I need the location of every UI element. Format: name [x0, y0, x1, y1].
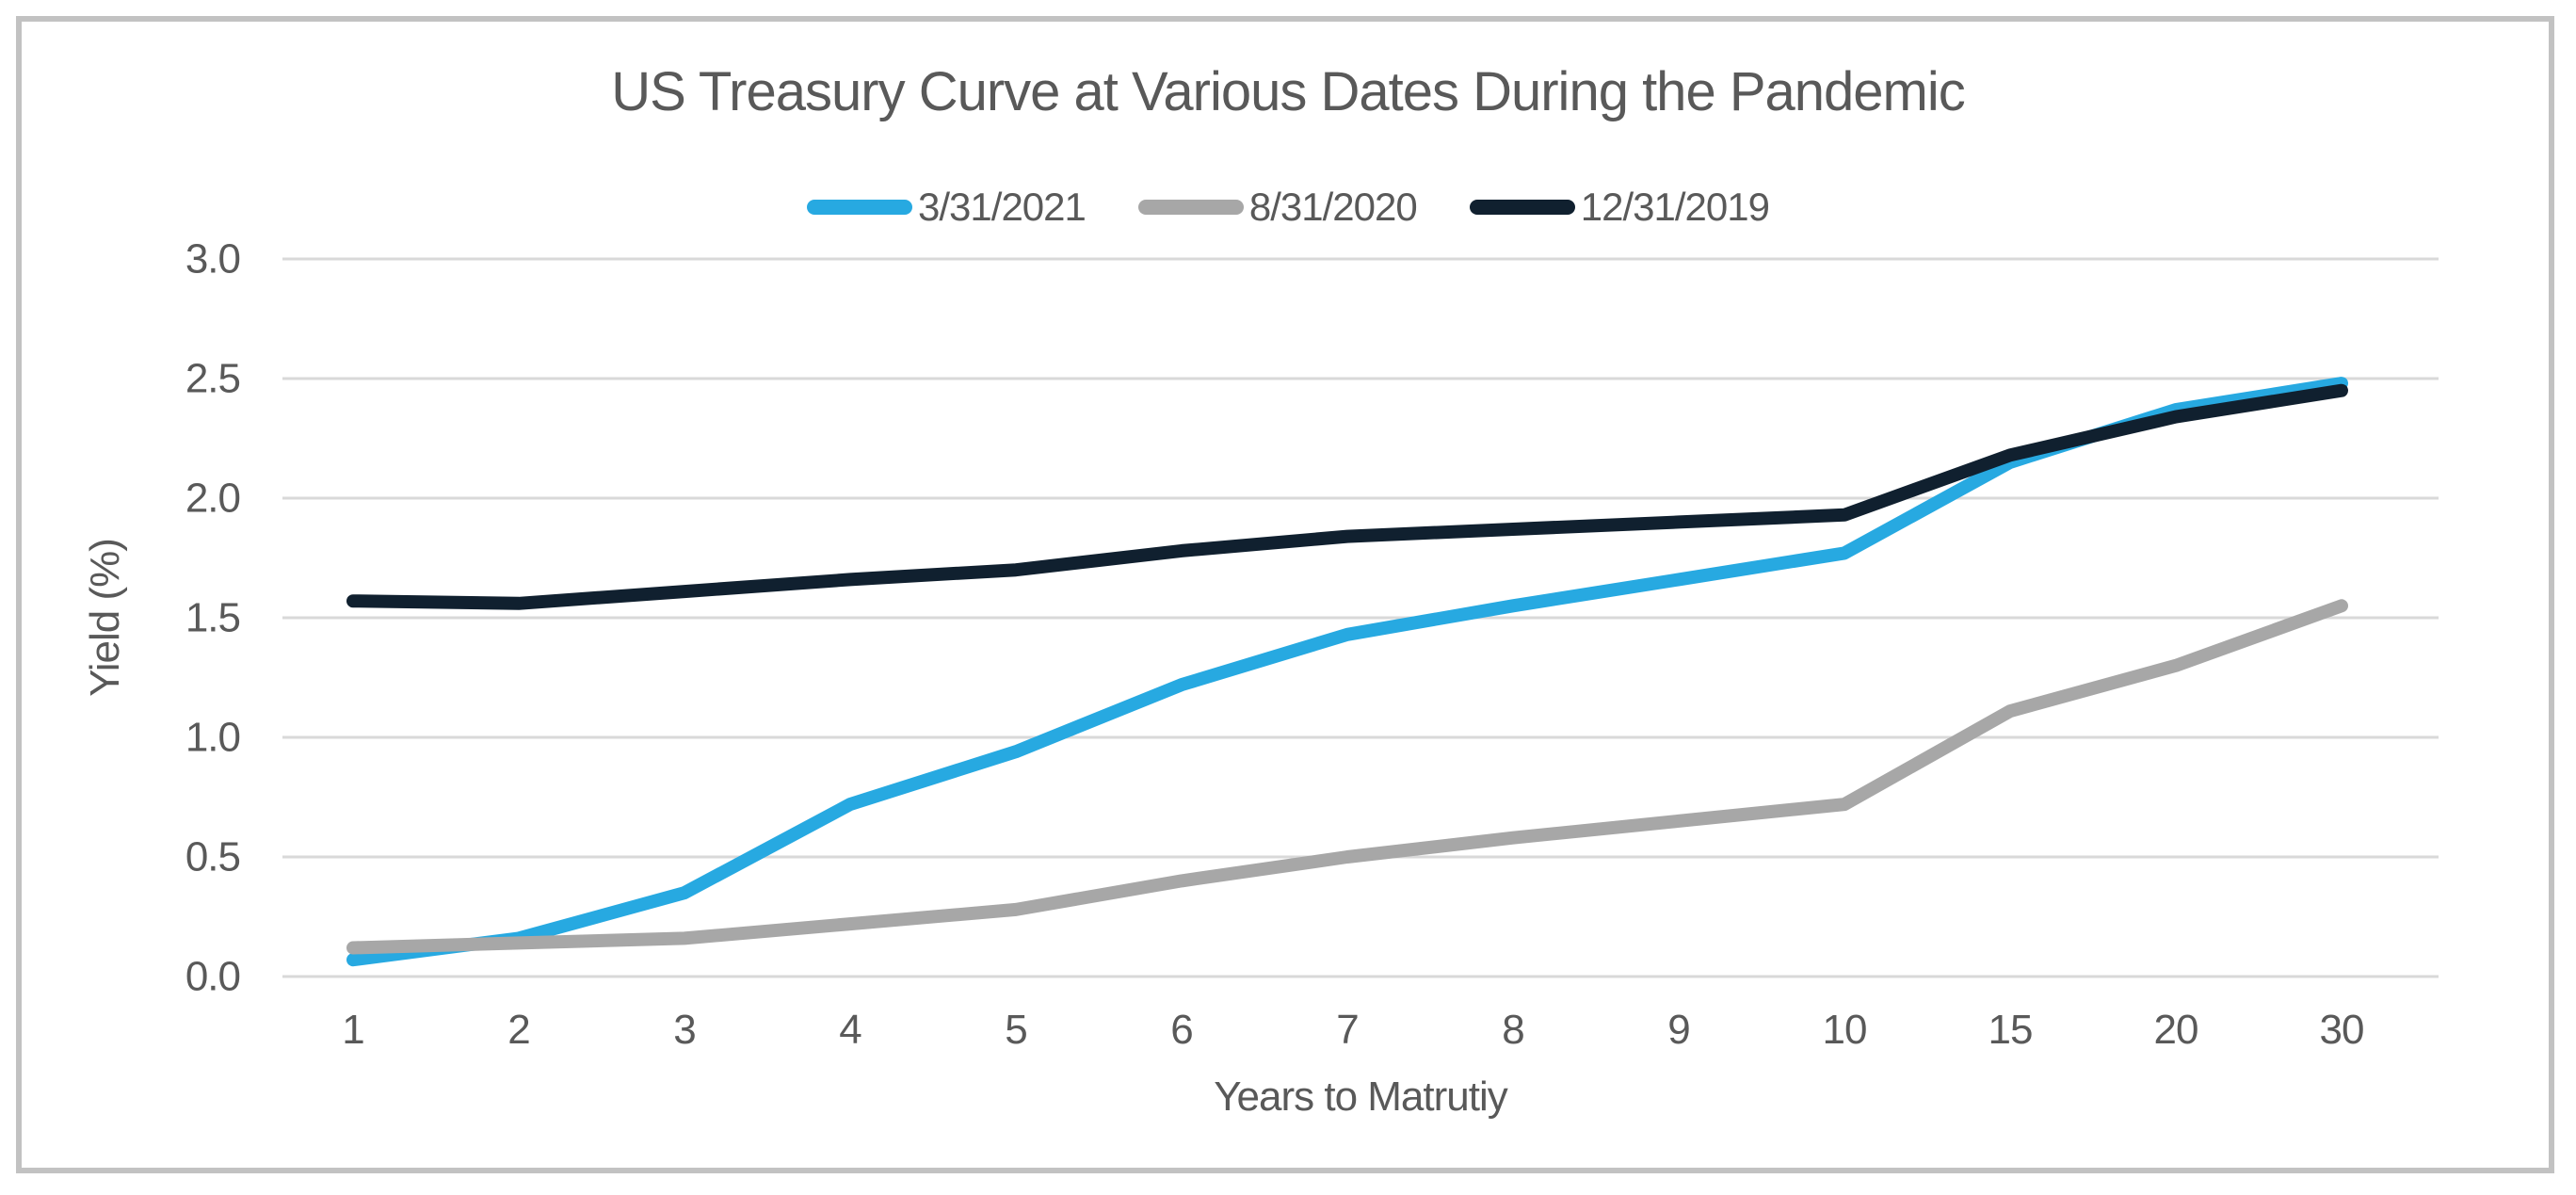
legend-item: 12/31/2019: [1469, 185, 1770, 230]
x-axis-title: Years to Matrutiy: [1214, 1074, 1508, 1120]
y-tick-label: 1.5: [185, 595, 240, 641]
legend-label: 3/31/2021: [918, 185, 1087, 229]
legend-label: 8/31/2020: [1248, 185, 1418, 229]
legend-swatch: [1137, 200, 1244, 215]
y-tick-label: 2.5: [185, 356, 240, 402]
x-tick-label: 6: [1170, 1007, 1192, 1053]
series-line-3-31-2021: [346, 377, 2348, 967]
x-tick-label: 15: [1988, 1007, 2033, 1053]
series-line-8-31-2020: [346, 599, 2348, 955]
y-tick-label: 0.0: [185, 954, 240, 1000]
x-tick-label: 7: [1336, 1007, 1358, 1053]
legend: 3/31/2021 8/31/2020 12/31/2019: [0, 185, 2576, 230]
y-tick-label: 3.0: [185, 236, 240, 283]
x-tick-label: 5: [1005, 1007, 1026, 1053]
legend-swatch: [807, 200, 913, 215]
x-tick-label: 20: [2154, 1007, 2198, 1053]
x-tick-label: 8: [1502, 1007, 1523, 1053]
legend-item: 8/31/2020: [1137, 185, 1418, 230]
legend-item: 3/31/2021: [807, 185, 1087, 230]
x-tick-label: 9: [1667, 1007, 1689, 1053]
x-tick-label: 30: [2320, 1007, 2364, 1053]
legend-label: 12/31/2019: [1580, 185, 1770, 229]
chart-title: US Treasury Curve at Various Dates Durin…: [611, 61, 1965, 122]
x-tick-label: 1: [342, 1007, 363, 1053]
x-tick-label: 2: [507, 1007, 529, 1053]
y-tick-label: 0.5: [185, 834, 240, 880]
legend-swatch: [1469, 200, 1575, 215]
x-tick-label: 3: [673, 1007, 695, 1053]
y-tick-label: 1.0: [185, 715, 240, 761]
y-axis-title: Yield (%): [82, 539, 128, 697]
y-tick-label: 2.0: [185, 476, 240, 522]
series-line-12-31-2019: [346, 383, 2348, 610]
x-tick-label: 4: [839, 1007, 861, 1053]
x-tick-label: 10: [1823, 1007, 1867, 1053]
